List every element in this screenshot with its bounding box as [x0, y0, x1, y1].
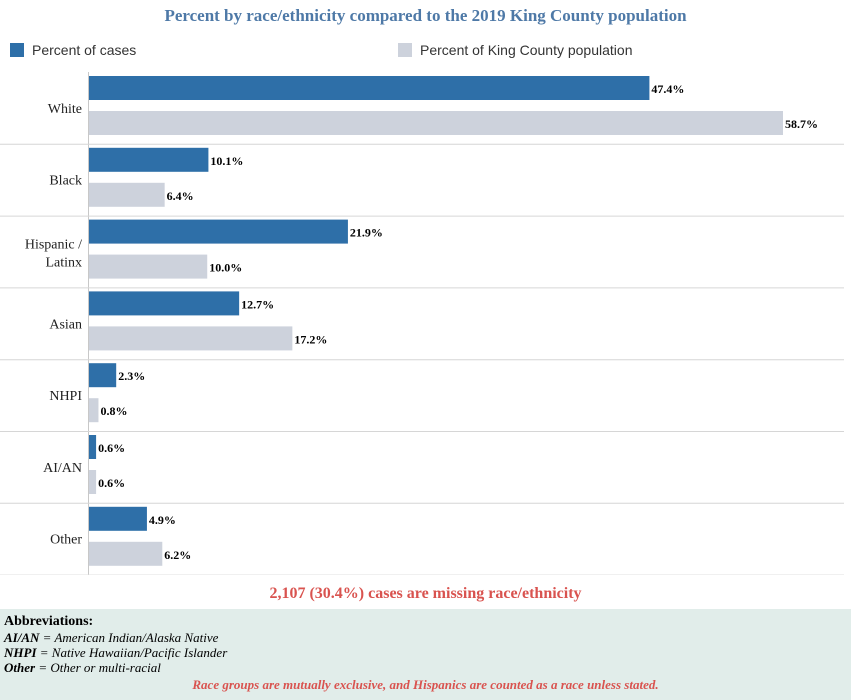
- bar-population: [89, 326, 293, 351]
- data-label-cases: 0.6%: [98, 441, 125, 455]
- category-label: NHPI: [49, 389, 82, 404]
- data-label-population: 6.2%: [164, 548, 191, 562]
- category-label: AI/AN: [43, 461, 82, 476]
- missing-data-note: 2,107 (30.4%) cases are missing race/eth…: [269, 585, 582, 602]
- legend-item-cases: Percent of cases: [10, 42, 136, 58]
- data-label-cases: 10.1%: [210, 154, 243, 168]
- legend-swatch-population: [398, 43, 412, 57]
- legend: Percent of cases Percent of King County …: [0, 42, 851, 60]
- bar-population: [89, 541, 163, 566]
- abbreviations-heading: Abbreviations:: [4, 614, 94, 629]
- bar-chart: White 47.4% 58.7% Black 10.1% 6.4% Hispanic / L…: [0, 72, 844, 575]
- data-label-cases: 12.7%: [241, 297, 274, 311]
- bar-population: [89, 254, 208, 279]
- data-label-population: 10.0%: [209, 261, 242, 275]
- data-label-cases: 21.9%: [350, 226, 383, 240]
- data-label-population: 17.2%: [294, 332, 327, 346]
- bar-population: [89, 182, 165, 207]
- bar-cases: [89, 76, 650, 100]
- bar-population: [89, 398, 99, 423]
- data-label-population: 6.4%: [167, 189, 194, 203]
- bar-population: [89, 470, 97, 494]
- data-label-population: 58.7%: [785, 117, 818, 131]
- abbreviation-term: NHPI: [4, 645, 37, 660]
- abbreviation-item: NHPI = Native Hawaiian/Pacific Islander: [4, 645, 851, 660]
- chart-title: Percent by race/ethnicity compared to th…: [164, 6, 687, 25]
- data-label-cases: 4.9%: [149, 513, 176, 527]
- abbreviation-definition: = American Indian/Alaska Native: [39, 630, 219, 645]
- category-label: Black: [49, 174, 82, 189]
- abbreviations-panel: Abbreviations: AI/AN = American Indian/A…: [0, 609, 851, 700]
- abbreviation-term: AI/AN: [4, 630, 40, 645]
- legend-item-population: Percent of King County population: [398, 42, 632, 58]
- abbreviation-item: Other = Other or multi-racial: [4, 660, 851, 675]
- data-label-population: 0.6%: [98, 476, 125, 490]
- legend-label-cases: Percent of cases: [32, 42, 137, 58]
- abbreviation-definition: = Native Hawaiian/Pacific Islander: [36, 645, 228, 660]
- bar-cases: [89, 435, 97, 459]
- bar-cases: [89, 219, 348, 244]
- category-label: Hispanic / Latinx: [25, 238, 82, 271]
- bar-cases: [89, 363, 117, 388]
- abbreviation-item: AI/AN = American Indian/Alaska Native: [4, 630, 851, 645]
- abbreviation-definition: = Other or multi-racial: [35, 660, 161, 675]
- bar-cases: [89, 291, 240, 316]
- data-label-population: 0.8%: [100, 404, 127, 418]
- bar-cases: [89, 147, 209, 172]
- legend-label-population: Percent of King County population: [420, 42, 633, 58]
- category-label: Asian: [49, 317, 82, 332]
- data-label-cases: 47.4%: [651, 82, 684, 96]
- abbreviation-term: Other: [4, 660, 36, 675]
- bar-population: [89, 111, 783, 135]
- footnote: Race groups are mutually exclusive, and …: [192, 677, 659, 692]
- category-label: Other: [50, 533, 82, 548]
- category-label: White: [48, 102, 82, 117]
- legend-swatch-cases: [10, 43, 24, 57]
- data-label-cases: 2.3%: [118, 369, 145, 383]
- bar-cases: [89, 506, 147, 531]
